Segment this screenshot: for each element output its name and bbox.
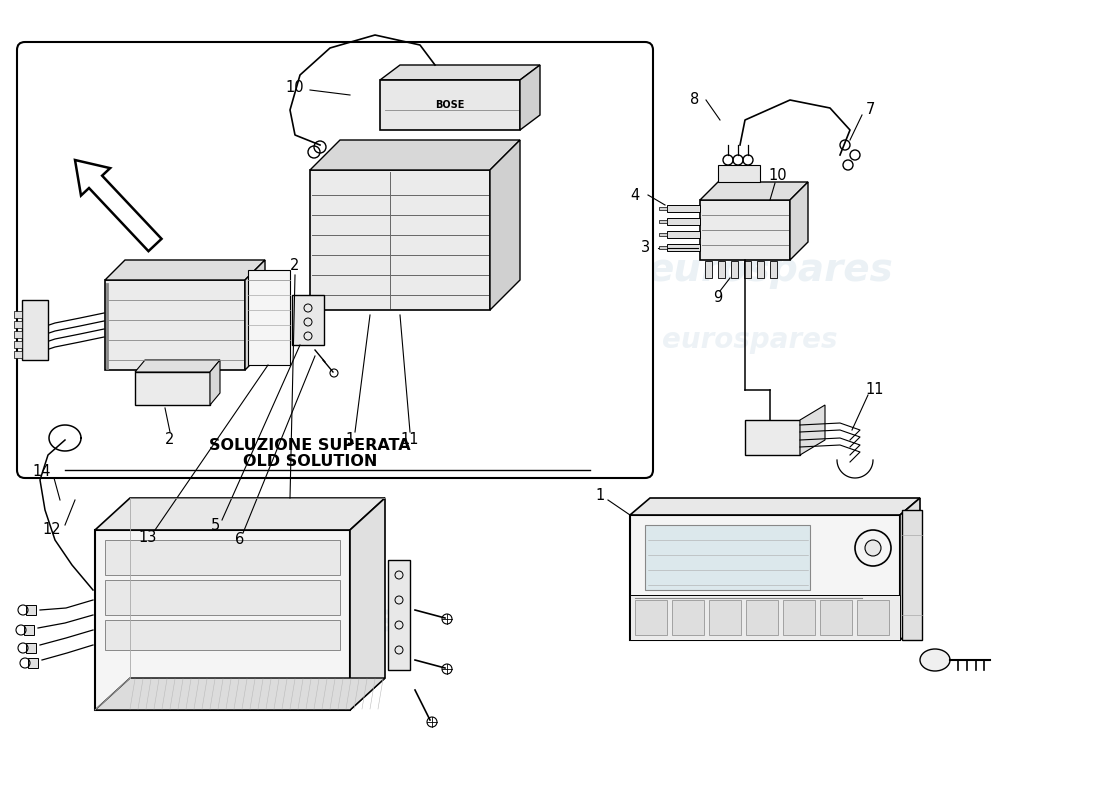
Bar <box>14 351 22 358</box>
Polygon shape <box>770 261 777 278</box>
Text: 2: 2 <box>290 258 299 273</box>
Bar <box>14 311 22 318</box>
Text: 12: 12 <box>43 522 62 538</box>
Text: 1: 1 <box>595 487 605 502</box>
Text: 7: 7 <box>866 102 874 118</box>
Polygon shape <box>718 165 760 182</box>
Polygon shape <box>659 220 667 223</box>
Text: eurospares: eurospares <box>152 251 398 289</box>
Polygon shape <box>245 260 265 370</box>
Polygon shape <box>790 182 808 260</box>
Polygon shape <box>310 140 520 170</box>
Polygon shape <box>490 140 520 310</box>
Polygon shape <box>24 625 34 635</box>
Polygon shape <box>659 233 667 236</box>
Text: 4: 4 <box>630 187 639 202</box>
Polygon shape <box>104 280 245 370</box>
Polygon shape <box>902 510 922 640</box>
Text: eurospares: eurospares <box>187 326 363 354</box>
Text: 10: 10 <box>769 167 788 182</box>
Polygon shape <box>210 360 220 405</box>
Text: 3: 3 <box>640 241 650 255</box>
Polygon shape <box>28 658 38 668</box>
Polygon shape <box>783 600 815 635</box>
Polygon shape <box>635 600 667 635</box>
Bar <box>14 321 22 328</box>
Text: OLD SOLUTION: OLD SOLUTION <box>243 454 377 470</box>
Polygon shape <box>857 600 889 635</box>
Polygon shape <box>710 600 741 635</box>
Text: 9: 9 <box>714 290 723 306</box>
Polygon shape <box>104 580 340 615</box>
Polygon shape <box>645 525 810 590</box>
Polygon shape <box>26 643 36 653</box>
Text: eurospares: eurospares <box>647 251 893 289</box>
Polygon shape <box>744 261 751 278</box>
Polygon shape <box>95 678 385 710</box>
Text: 1: 1 <box>345 433 354 447</box>
Polygon shape <box>746 600 778 635</box>
Text: eurospares: eurospares <box>647 601 893 639</box>
Polygon shape <box>667 218 700 225</box>
Polygon shape <box>667 205 700 212</box>
Text: eurospares: eurospares <box>152 601 398 639</box>
Bar <box>14 341 22 348</box>
Polygon shape <box>659 246 667 249</box>
Polygon shape <box>350 498 385 710</box>
Polygon shape <box>520 65 540 130</box>
Polygon shape <box>630 595 900 640</box>
Text: 6: 6 <box>235 533 244 547</box>
Text: eurospares: eurospares <box>187 606 363 634</box>
Text: 10: 10 <box>286 81 305 95</box>
Text: 11: 11 <box>400 433 419 447</box>
Polygon shape <box>630 498 920 515</box>
Polygon shape <box>667 244 700 251</box>
Polygon shape <box>310 170 490 310</box>
Text: BOSE: BOSE <box>436 100 464 110</box>
Ellipse shape <box>920 649 950 671</box>
Polygon shape <box>700 200 790 260</box>
Polygon shape <box>757 261 764 278</box>
Text: 5: 5 <box>210 518 220 533</box>
Polygon shape <box>700 182 808 200</box>
Polygon shape <box>95 498 385 530</box>
FancyBboxPatch shape <box>16 42 653 478</box>
Polygon shape <box>732 261 738 278</box>
Text: 8: 8 <box>691 93 700 107</box>
Polygon shape <box>26 605 36 615</box>
Polygon shape <box>135 372 210 405</box>
Polygon shape <box>104 620 340 650</box>
Polygon shape <box>135 360 220 372</box>
Text: eurospares: eurospares <box>662 606 838 634</box>
Text: 13: 13 <box>139 530 157 546</box>
Polygon shape <box>705 261 712 278</box>
Text: 11: 11 <box>866 382 884 398</box>
Polygon shape <box>379 80 520 130</box>
Bar <box>14 331 22 338</box>
Polygon shape <box>22 300 48 360</box>
Text: 2: 2 <box>165 433 175 447</box>
Polygon shape <box>379 65 540 80</box>
Polygon shape <box>659 207 667 210</box>
Bar <box>292 295 324 345</box>
Polygon shape <box>630 515 900 640</box>
Polygon shape <box>388 560 410 670</box>
Polygon shape <box>820 600 852 635</box>
Polygon shape <box>667 231 700 238</box>
Polygon shape <box>248 270 290 365</box>
Text: SOLUZIONE SUPERATA: SOLUZIONE SUPERATA <box>209 438 410 453</box>
Polygon shape <box>745 420 800 455</box>
Polygon shape <box>672 600 704 635</box>
Circle shape <box>865 540 881 556</box>
Polygon shape <box>900 498 920 640</box>
Polygon shape <box>104 540 340 575</box>
Text: eurospares: eurospares <box>662 326 838 354</box>
Polygon shape <box>718 261 725 278</box>
Polygon shape <box>104 260 265 280</box>
FancyArrow shape <box>75 160 162 251</box>
Text: 14: 14 <box>33 465 52 479</box>
Polygon shape <box>800 405 825 455</box>
Polygon shape <box>95 530 350 710</box>
